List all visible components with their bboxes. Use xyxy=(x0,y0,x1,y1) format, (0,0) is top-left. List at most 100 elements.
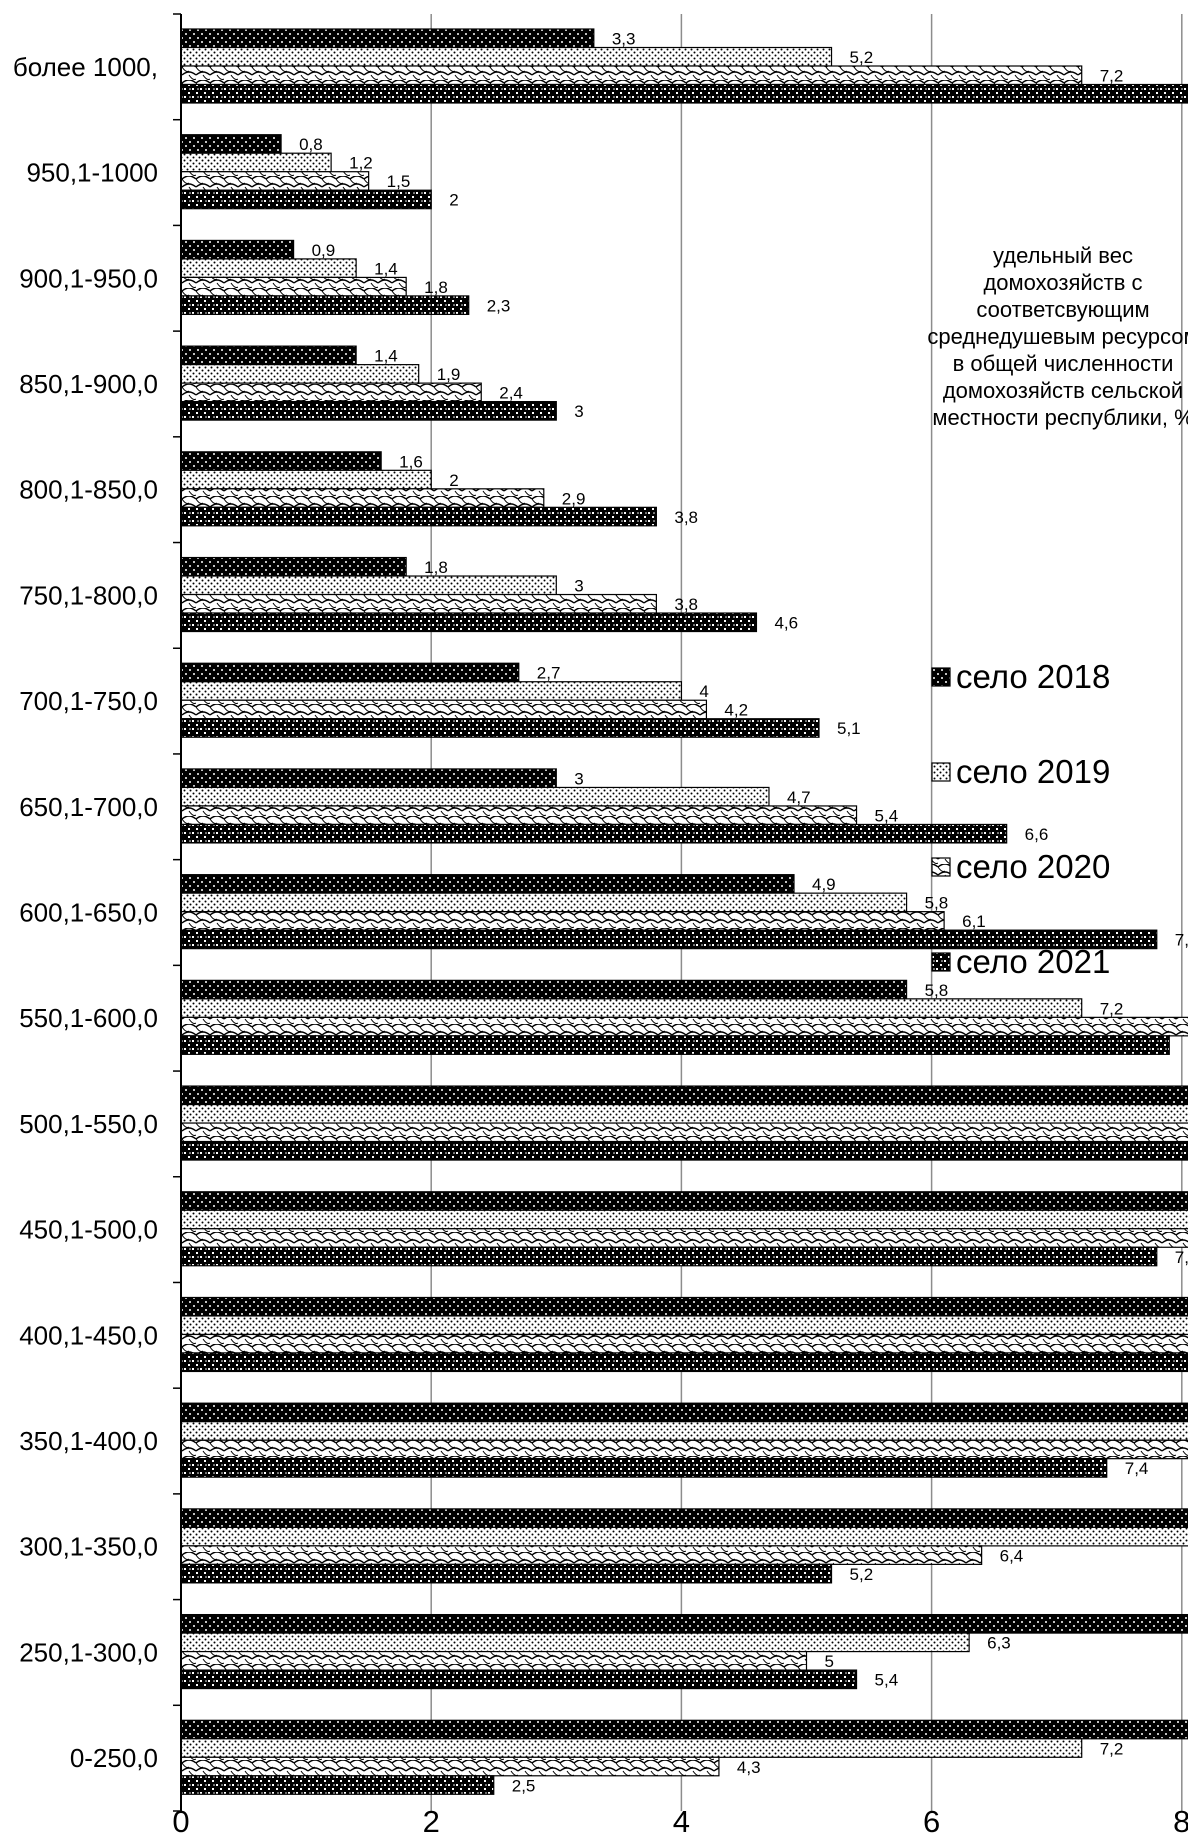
bar xyxy=(180,1545,983,1565)
data-label: 1,4 xyxy=(374,259,398,278)
bar xyxy=(180,1103,1188,1124)
bar xyxy=(180,823,1008,844)
bar xyxy=(180,382,482,403)
legend-swatch xyxy=(931,952,951,972)
data-label: 6,4 xyxy=(1000,1546,1024,1565)
bar xyxy=(180,1738,1083,1758)
bar xyxy=(180,786,770,807)
data-label: 7,2 xyxy=(1100,1739,1124,1758)
annotation-line: в общей численности xyxy=(953,351,1174,376)
legend-label: село 2019 xyxy=(956,753,1110,790)
category-label: 950,1-1000 xyxy=(26,158,158,188)
bar xyxy=(180,1315,1188,1336)
data-label: 5,1 xyxy=(837,719,861,738)
category-label: 750,1-800,0 xyxy=(19,580,158,610)
bar xyxy=(180,1296,1188,1317)
data-label: 1,9 xyxy=(437,365,461,384)
bar xyxy=(180,718,820,738)
bar xyxy=(180,1458,1108,1478)
annotation-line: среднедушевым ресурсом xyxy=(927,324,1188,349)
bar xyxy=(180,1209,1188,1230)
data-label: 1,4 xyxy=(374,347,398,366)
bar xyxy=(180,239,295,260)
annotation-line: местности республики, % xyxy=(932,405,1188,430)
data-label: 4,6 xyxy=(774,614,798,633)
bar xyxy=(180,612,758,633)
x-tick-label: 6 xyxy=(923,1804,940,1838)
data-label: 5 xyxy=(825,1652,834,1671)
data-label: 2 xyxy=(449,471,458,490)
bar xyxy=(180,1085,1188,1106)
data-label: 0,8 xyxy=(299,135,323,154)
category-label: 600,1-650,0 xyxy=(19,898,158,928)
bar xyxy=(180,134,282,154)
data-label: 1,5 xyxy=(387,172,411,191)
bar xyxy=(180,1246,1158,1267)
legend-swatch xyxy=(931,762,951,782)
category-label: 550,1-600,0 xyxy=(19,1003,158,1033)
category-label: 650,1-700,0 xyxy=(19,792,158,822)
category-label: более 1000, xyxy=(13,52,158,82)
bar xyxy=(180,805,858,826)
annotation-line: домохозяйств с xyxy=(983,270,1142,295)
data-label: 6,6 xyxy=(1025,825,1049,844)
bar xyxy=(180,28,595,49)
x-tick-label: 2 xyxy=(423,1804,440,1838)
data-label: 1,6 xyxy=(399,452,423,471)
data-label: 3,8 xyxy=(674,595,698,614)
legend-label: село 2020 xyxy=(956,848,1110,885)
data-label: 7,4 xyxy=(1125,1459,1149,1478)
legend-label: село 2018 xyxy=(956,658,1110,695)
bar xyxy=(180,1402,1188,1423)
data-label: 2,3 xyxy=(487,296,511,315)
data-label: 2,4 xyxy=(499,384,523,403)
bar xyxy=(180,401,557,421)
bar xyxy=(180,699,708,720)
category-label: 700,1-750,0 xyxy=(19,686,158,716)
bar xyxy=(180,276,407,297)
bar xyxy=(180,593,657,614)
bar xyxy=(180,1333,1188,1354)
bar xyxy=(180,46,833,67)
data-label: 3 xyxy=(574,402,583,421)
category-label: 0-250,0 xyxy=(70,1743,158,1773)
data-label: 7,8 xyxy=(1175,931,1188,950)
bar xyxy=(180,1191,1188,1211)
bar xyxy=(180,998,1083,1018)
bar xyxy=(180,189,432,210)
labels: 02468101214более 1000,950,1-1000900,1-95… xyxy=(13,30,1188,1838)
category-label: 250,1-300,0 xyxy=(19,1637,158,1667)
data-label: 2 xyxy=(449,191,458,210)
category-label: 300,1-350,0 xyxy=(19,1532,158,1562)
category-label: 850,1-900,0 xyxy=(19,369,158,399)
data-label: 2,9 xyxy=(562,489,586,508)
bar xyxy=(180,152,332,173)
legend-swatch xyxy=(931,857,951,877)
data-label: 7,2 xyxy=(1100,999,1124,1018)
data-label: 3,3 xyxy=(612,30,636,49)
bar xyxy=(180,662,520,683)
bar xyxy=(180,1122,1188,1143)
bar xyxy=(180,1650,808,1671)
category-label: 450,1-500,0 xyxy=(19,1215,158,1245)
data-label: 5,8 xyxy=(925,894,949,913)
bar xyxy=(180,451,382,471)
data-label: 3 xyxy=(574,577,583,596)
data-label: 5,4 xyxy=(875,1671,899,1690)
legend-label: село 2021 xyxy=(956,943,1110,980)
bar xyxy=(180,1228,1188,1248)
bar xyxy=(180,506,657,527)
bar xyxy=(180,1421,1188,1441)
x-tick-label: 4 xyxy=(673,1804,690,1838)
bar xyxy=(180,171,370,191)
axes xyxy=(173,13,182,1812)
bar xyxy=(180,874,795,894)
bar xyxy=(180,345,357,366)
data-label: 7,8 xyxy=(1175,1248,1188,1267)
bar xyxy=(180,681,682,701)
bar xyxy=(180,65,1083,86)
data-label: 1,2 xyxy=(349,154,373,173)
bar xyxy=(180,892,908,913)
